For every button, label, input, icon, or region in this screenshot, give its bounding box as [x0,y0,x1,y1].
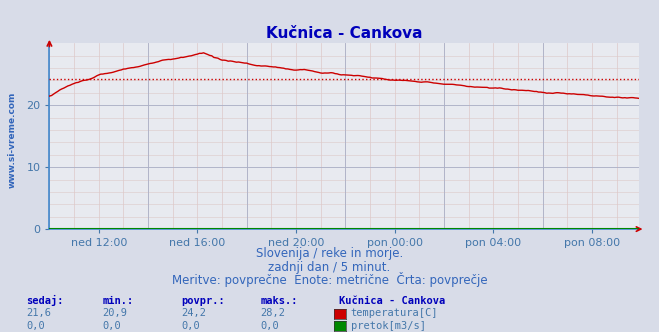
Text: 0,0: 0,0 [181,321,200,331]
Text: 24,2: 24,2 [181,308,206,318]
Text: 0,0: 0,0 [260,321,279,331]
Text: www.si-vreme.com: www.si-vreme.com [8,91,17,188]
Text: min.:: min.: [102,296,133,306]
Title: Kučnica - Cankova: Kučnica - Cankova [266,26,422,41]
Text: Meritve: povprečne  Enote: metrične  Črta: povprečje: Meritve: povprečne Enote: metrične Črta:… [172,272,487,287]
Text: 0,0: 0,0 [26,321,45,331]
Text: temperatura[C]: temperatura[C] [351,308,438,318]
Text: 0,0: 0,0 [102,321,121,331]
Text: 28,2: 28,2 [260,308,285,318]
Text: 21,6: 21,6 [26,308,51,318]
Text: 20,9: 20,9 [102,308,127,318]
Text: Kučnica - Cankova: Kučnica - Cankova [339,296,445,306]
Text: sedaj:: sedaj: [26,295,64,306]
Text: pretok[m3/s]: pretok[m3/s] [351,321,426,331]
Text: zadnji dan / 5 minut.: zadnji dan / 5 minut. [268,261,391,274]
Text: Slovenija / reke in morje.: Slovenija / reke in morje. [256,247,403,260]
Text: povpr.:: povpr.: [181,296,225,306]
Text: maks.:: maks.: [260,296,298,306]
